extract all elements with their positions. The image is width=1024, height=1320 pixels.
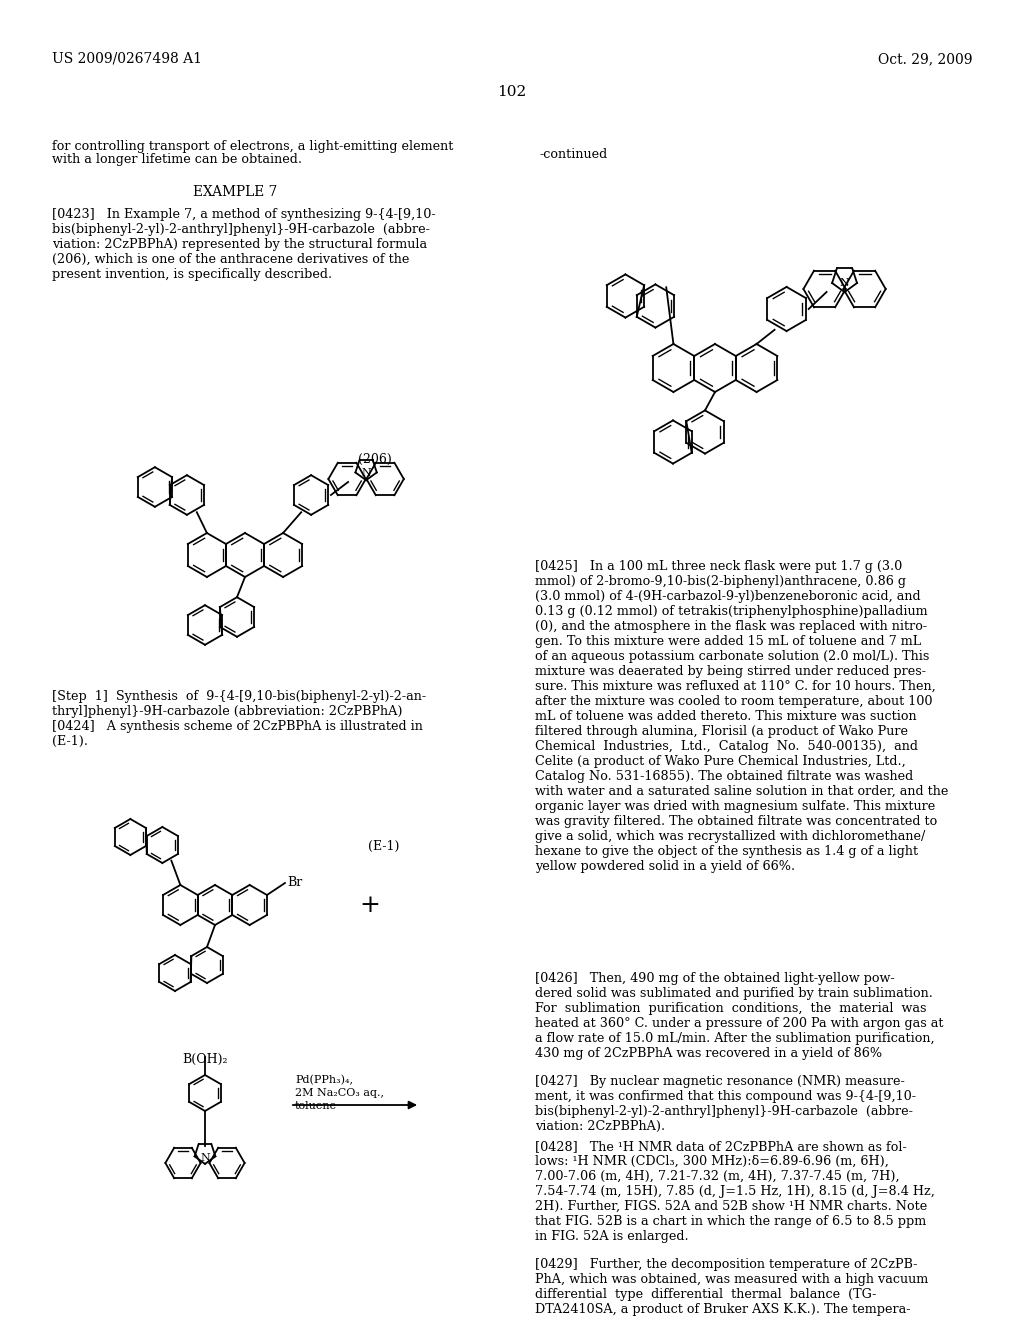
Text: [0427]   By nuclear magnetic resonance (NMR) measure-
ment, it was confirmed tha: [0427] By nuclear magnetic resonance (NM… [535, 1074, 916, 1133]
Text: EXAMPLE 7: EXAMPLE 7 [193, 185, 278, 199]
Text: 102: 102 [498, 84, 526, 99]
Text: for controlling transport of electrons, a light-emitting element: for controlling transport of electrons, … [52, 140, 454, 153]
Text: [0426]   Then, 490 mg of the obtained light-yellow pow-
dered solid was sublimat: [0426] Then, 490 mg of the obtained ligh… [535, 972, 943, 1060]
Text: B(OH)₂: B(OH)₂ [182, 1053, 227, 1067]
Text: [Step  1]  Synthesis  of  9-{4-[9,10-bis(biphenyl-2-yl)-2-an-
thryl]phenyl}-9H-c: [Step 1] Synthesis of 9-{4-[9,10-bis(bip… [52, 690, 426, 748]
Text: (206): (206) [358, 453, 392, 466]
Text: US 2009/0267498 A1: US 2009/0267498 A1 [52, 51, 202, 66]
Text: with a longer lifetime can be obtained.: with a longer lifetime can be obtained. [52, 153, 302, 166]
Text: [0423]   In Example 7, a method of synthesizing 9-{4-[9,10-
bis(biphenyl-2-yl)-2: [0423] In Example 7, a method of synthes… [52, 209, 435, 281]
Text: N: N [200, 1152, 210, 1163]
Text: N: N [840, 279, 850, 288]
Text: N: N [361, 469, 371, 478]
Text: [0428]   The ¹H NMR data of 2CzPBPhA are shown as fol-
lows: ¹H NMR (CDCl₃, 300 : [0428] The ¹H NMR data of 2CzPBPhA are s… [535, 1140, 935, 1243]
Text: Pd(PPh₃)₄,: Pd(PPh₃)₄, [295, 1074, 353, 1085]
Text: (E-1): (E-1) [368, 840, 399, 853]
Text: -continued: -continued [540, 148, 608, 161]
Text: [0429]   Further, the decomposition temperature of 2CzPB-
PhA, which was obtaine: [0429] Further, the decomposition temper… [535, 1258, 928, 1316]
Text: Oct. 29, 2009: Oct. 29, 2009 [878, 51, 972, 66]
Text: toluene: toluene [295, 1101, 337, 1111]
Text: Br: Br [287, 876, 302, 890]
Text: 2M Na₂CO₃ aq.,: 2M Na₂CO₃ aq., [295, 1088, 384, 1098]
Text: [0425]   In a 100 mL three neck flask were put 1.7 g (3.0
mmol) of 2-bromo-9,10-: [0425] In a 100 mL three neck flask were… [535, 560, 948, 873]
Text: +: + [359, 894, 381, 916]
